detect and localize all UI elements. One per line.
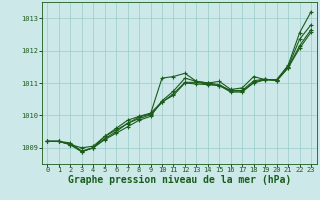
X-axis label: Graphe pression niveau de la mer (hPa): Graphe pression niveau de la mer (hPa) <box>68 175 291 185</box>
